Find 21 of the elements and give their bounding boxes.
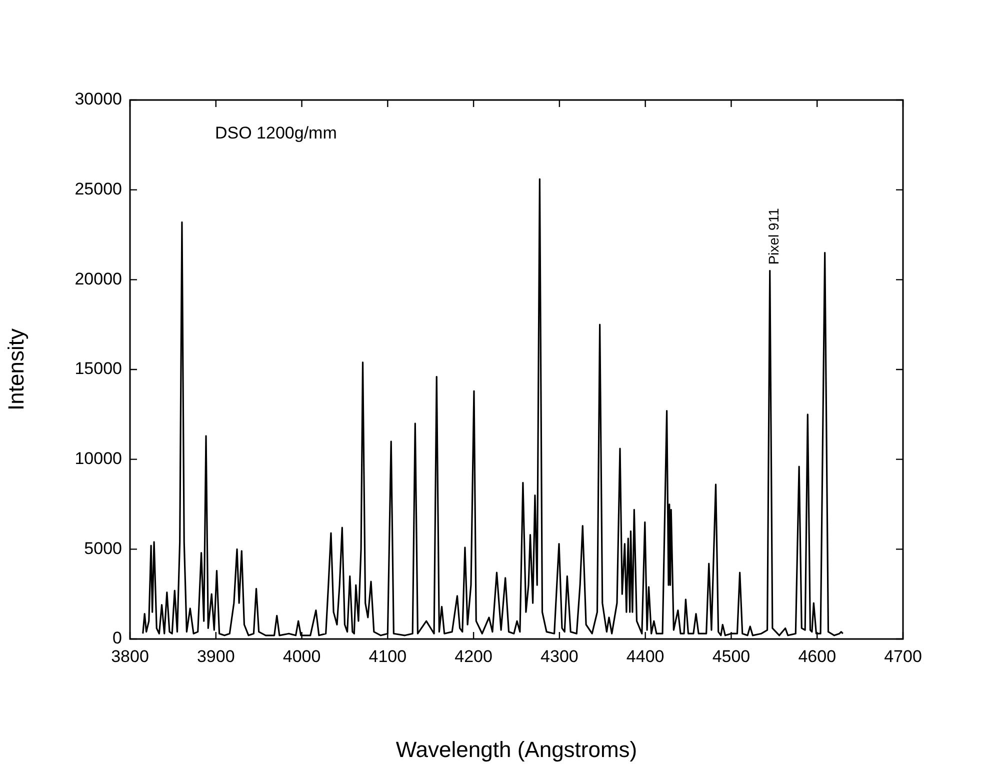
y-tick-label: 5000 — [84, 538, 122, 558]
x-tick-label: 4200 — [454, 646, 492, 666]
x-tick-label: 4400 — [626, 646, 664, 666]
y-tick-label: 30000 — [74, 90, 122, 109]
x-tick-label: 3900 — [196, 646, 235, 666]
annotation: DSO 1200g/mm — [215, 124, 337, 143]
x-tick-label: 4300 — [540, 646, 578, 666]
y-tick-label: 25000 — [74, 180, 122, 199]
y-tick-label: 15000 — [74, 359, 122, 378]
x-axis-title: Wavelength (Angstroms) — [396, 736, 638, 762]
x-tick-label: 4500 — [712, 646, 750, 666]
y-tick-label: 0 — [112, 628, 122, 648]
y-tick-label: 20000 — [74, 269, 122, 288]
x-tick-label: 3800 — [111, 646, 149, 666]
annotation: Pixel 911 — [766, 208, 782, 265]
x-tick-label: 4100 — [368, 646, 407, 666]
x-tick-label: 4000 — [282, 646, 321, 666]
y-axis-title: Intensity — [3, 328, 28, 410]
x-tick-label: 4600 — [798, 646, 836, 666]
y-tick-label: 10000 — [74, 449, 122, 468]
x-tick-label: 4700 — [884, 646, 922, 666]
